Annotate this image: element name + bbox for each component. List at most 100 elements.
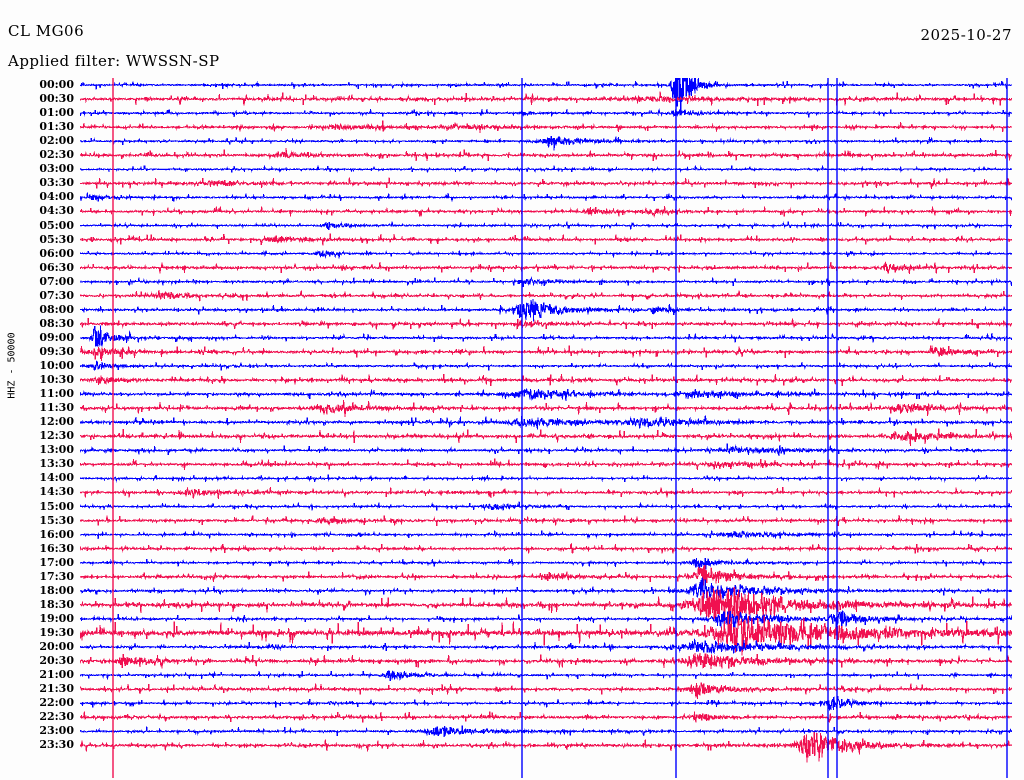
trace-row-0130	[80, 120, 1012, 133]
time-tick-1430: 14:30	[39, 485, 74, 499]
time-tick-2300: 23:00	[39, 724, 74, 738]
trace-row-1230	[80, 428, 1012, 447]
time-tick-0400: 04:00	[39, 190, 74, 204]
time-tick-1930: 19:30	[39, 625, 74, 639]
trace-row-1400	[80, 474, 1012, 483]
time-tick-1000: 10:00	[39, 359, 74, 372]
trace-row-0800	[80, 298, 1012, 322]
trace-row-1200	[80, 415, 1012, 430]
helicorder-plot	[80, 78, 1012, 778]
time-tick-0630: 06:30	[39, 260, 74, 274]
trace-row-0000	[80, 78, 1012, 114]
time-tick-0030: 00:30	[39, 92, 74, 106]
time-tick-1630: 16:30	[39, 541, 74, 555]
time-tick-0900: 09:00	[39, 330, 74, 344]
time-tick-1230: 12:30	[39, 429, 74, 443]
time-tick-1130: 11:30	[39, 401, 74, 415]
time-tick-1400: 14:00	[39, 471, 74, 485]
trace-canvas	[80, 78, 1012, 778]
trace-row-2000	[80, 638, 1012, 655]
trace-row-1100	[80, 388, 1012, 402]
trace-row-0530	[80, 233, 1012, 246]
trace-row-0830	[80, 317, 1012, 330]
trace-row-0630	[80, 261, 1012, 275]
time-tick-1730: 17:30	[39, 569, 74, 583]
trace-row-0230	[80, 148, 1012, 162]
trace-row-2230	[80, 711, 1012, 723]
trace-row-2300	[80, 725, 1012, 737]
time-axis-ticks: 00:00 00:30 01:00 01:30 02:00 02:30 03:00 03:30…	[0, 0, 80, 780]
trace-row-1700	[80, 557, 1012, 570]
trace-row-0930	[80, 345, 1012, 361]
time-tick-0130: 01:30	[39, 120, 74, 134]
trace-row-0900	[80, 325, 1012, 347]
time-tick-0330: 03:30	[39, 176, 74, 190]
trace-row-1300	[80, 443, 1012, 456]
time-tick-0730: 07:30	[39, 288, 74, 302]
time-tick-1100: 11:00	[39, 387, 74, 401]
trace-row-1930	[80, 611, 1012, 656]
trace-row-2100	[80, 670, 1012, 682]
station-label: CL MG06	[8, 22, 85, 40]
trace-row-0500	[80, 221, 1012, 231]
time-tick-0600: 06:00	[39, 246, 74, 260]
time-tick-2000: 20:00	[39, 640, 74, 653]
time-tick-1530: 15:30	[39, 513, 74, 527]
time-tick-1600: 16:00	[39, 527, 74, 541]
time-tick-1330: 13:30	[39, 457, 74, 471]
trace-row-1500	[80, 501, 1012, 512]
trace-row-0430	[80, 206, 1012, 218]
trace-row-1600	[80, 530, 1012, 539]
time-tick-2230: 22:30	[39, 710, 74, 724]
time-tick-0000: 00:00	[39, 78, 74, 91]
trace-row-0100	[80, 108, 1012, 118]
time-tick-0800: 08:00	[39, 302, 74, 316]
trace-row-1800	[80, 577, 1012, 603]
time-tick-1700: 17:00	[39, 555, 74, 569]
time-tick-0300: 03:00	[39, 162, 74, 176]
trace-row-2330	[80, 731, 1012, 763]
trace-row-1430	[80, 486, 1012, 499]
time-tick-1500: 15:00	[39, 499, 74, 513]
trace-row-0700	[80, 276, 1012, 288]
trace-row-2130	[80, 682, 1012, 699]
trace-row-1330	[80, 458, 1012, 471]
trace-row-0330	[80, 177, 1012, 190]
time-tick-2030: 20:30	[39, 654, 74, 668]
trace-row-0730	[80, 289, 1012, 302]
trace-row-1730	[80, 565, 1012, 586]
time-tick-1900: 19:00	[39, 611, 74, 625]
trace-row-0400	[80, 192, 1012, 202]
time-tick-1800: 18:00	[39, 583, 74, 597]
time-tick-0100: 01:00	[39, 106, 74, 120]
time-tick-0930: 09:30	[39, 344, 74, 358]
time-tick-2200: 22:00	[39, 696, 74, 710]
time-tick-1030: 10:30	[39, 373, 74, 387]
time-tick-2330: 23:30	[39, 738, 74, 752]
time-tick-0700: 07:00	[39, 274, 74, 288]
time-tick-0500: 05:00	[39, 218, 74, 232]
trace-row-1130	[80, 400, 1012, 418]
time-tick-1830: 18:30	[39, 597, 74, 611]
trace-row-1900	[80, 610, 1012, 631]
date-label: 2025-10-27	[920, 26, 1012, 44]
trace-row-1630	[80, 543, 1012, 554]
trace-row-1530	[80, 515, 1012, 527]
trace-row-0300	[80, 165, 1012, 174]
trace-row-2200	[80, 695, 1012, 711]
time-tick-0200: 02:00	[39, 134, 74, 148]
time-tick-1200: 12:00	[39, 415, 74, 429]
trace-row-0030	[80, 91, 1012, 106]
time-tick-2100: 21:00	[39, 668, 74, 682]
time-tick-0230: 02:30	[39, 148, 74, 162]
trace-row-1830	[80, 586, 1012, 621]
time-tick-2130: 21:30	[39, 682, 74, 696]
filter-label: Applied filter: WWSSN-SP	[8, 52, 220, 70]
time-tick-1300: 13:00	[39, 443, 74, 457]
trace-row-2030	[80, 652, 1012, 670]
trace-row-0200	[80, 136, 1012, 151]
trace-row-1030	[80, 373, 1012, 387]
trace-row-0600	[80, 249, 1012, 259]
time-tick-0430: 04:30	[39, 204, 74, 218]
